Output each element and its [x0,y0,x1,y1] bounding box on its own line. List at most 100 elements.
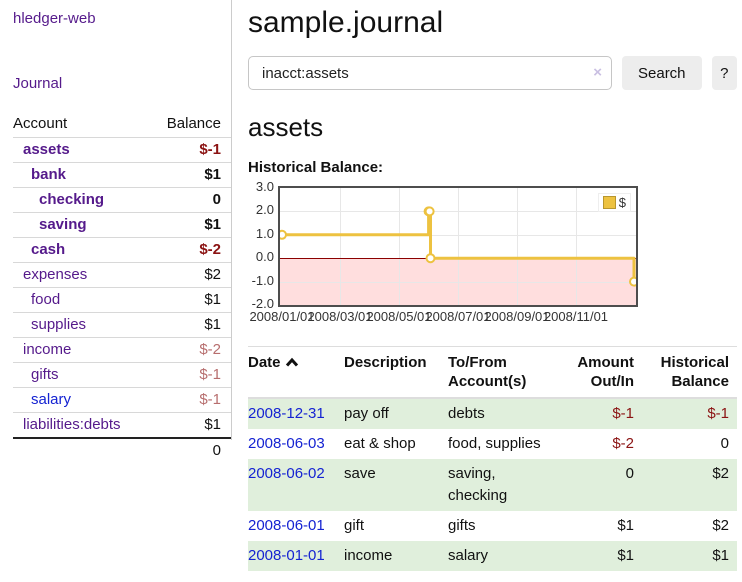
column-header-accounts: To/From Account(s) [448,346,566,399]
transaction-description: eat & shop [344,435,416,452]
accounts-tree-header: Account Balance [13,112,231,137]
transaction-description: save [344,465,376,482]
register-row: 2008-06-03 eat & shop food, supplies $-2… [248,429,737,459]
y-tick-label: 3.0 [255,179,274,194]
register-row: 2008-06-02 save saving, checking 0 $2 [248,459,737,511]
account-row-checking: checking 0 [13,187,231,212]
sort-ascending-icon [285,354,299,373]
x-tick-label: 2008/09/01 [484,309,550,324]
transaction-amount: $-2 [612,435,634,452]
account-balance: $2 [204,266,221,283]
gridline [576,188,577,305]
column-header-balance: Historical Balance [642,346,737,399]
account-link[interactable]: saving [39,216,87,233]
transaction-balance: 0 [720,435,729,452]
gridline [280,235,636,236]
column-header-amount: Amount Out/In [566,346,642,399]
transaction-date-link[interactable]: 2008-01-01 [248,547,325,564]
account-balance: $1 [204,316,221,333]
transaction-balance: $2 [712,465,729,482]
transaction-accounts: saving, checking [448,465,508,504]
account-link[interactable]: bank [31,166,67,183]
account-row-expenses: expenses $2 [13,262,231,287]
account-row-saving: saving $1 [13,212,231,237]
search-form: × Search ? [248,56,737,90]
account-balance: 0 [212,191,221,208]
account-balance: $-1 [199,391,221,408]
transaction-accounts: debts [448,405,485,422]
register-table: Date Description To/From Account(s) Amou… [248,346,737,571]
y-tick-label: -2.0 [251,296,274,311]
transaction-balance: $-1 [707,405,729,422]
transaction-description: pay off [344,405,389,422]
transaction-accounts: food, supplies [448,435,541,452]
account-link[interactable]: liabilities:debts [23,416,121,433]
account-link[interactable]: supplies [31,316,87,333]
y-tick-label: 1.0 [255,226,274,241]
x-tick-label: 2008/11/01 [543,309,609,324]
account-row-food: food $1 [13,287,231,312]
main-content: sample.journal × Search ? assets Histori… [248,0,737,571]
column-header-date-label: Date [248,354,281,371]
y-tick-label: -1.0 [251,273,274,288]
account-row-supplies: supplies $1 [13,312,231,337]
balance-line-series [280,206,636,287]
transaction-balance: $2 [712,517,729,534]
transaction-balance: $1 [712,547,729,564]
y-tick-label: 2.0 [255,202,274,217]
account-row-assets: assets $-1 [13,137,231,162]
account-balance: $-1 [199,141,221,158]
account-link[interactable]: assets [23,141,70,158]
account-row-cash: cash $-2 [13,237,231,262]
account-column-header: Account [13,115,68,132]
account-link[interactable]: cash [31,241,66,258]
account-link[interactable]: checking [39,191,105,208]
account-link[interactable]: food [31,291,61,308]
accounts-total-value: 0 [212,442,221,459]
column-header-description: Description [344,346,448,399]
column-header-date[interactable]: Date [248,346,344,399]
transaction-date-link[interactable]: 2008-06-02 [248,465,325,482]
gridline [458,188,459,305]
x-tick-label: 2008/07/01 [425,309,491,324]
account-balance: $-1 [199,366,221,383]
transaction-date-link[interactable]: 2008-06-01 [248,517,325,534]
legend-label: $ [618,195,626,210]
transaction-date-link[interactable]: 2008-06-03 [248,435,325,452]
account-row-income: income $-2 [13,337,231,362]
account-balance: $-2 [199,341,221,358]
legend-swatch-icon [602,196,616,209]
clear-search-icon[interactable]: × [593,64,602,81]
search-button[interactable]: Search [622,56,702,90]
transaction-date-link[interactable]: 2008-12-31 [248,405,325,422]
transaction-description: income [344,547,393,564]
transaction-amount: 0 [625,465,634,482]
gridline [517,188,518,305]
account-link[interactable]: gifts [31,366,59,383]
account-balance: $1 [204,166,221,183]
help-button[interactable]: ? [711,56,737,90]
chart-plot-area: $ [278,186,638,307]
account-link[interactable]: income [23,341,72,358]
historical-balance-chart: 3.0 2.0 1.0 0.0 -1.0 -2.0 $ 2008/01/01 2… [248,180,737,328]
account-balance: $1 [204,416,221,433]
transaction-description: gift [344,517,365,534]
chart-legend: $ [597,193,631,212]
sidebar-item-journal[interactable]: Journal [13,75,63,92]
account-link[interactable]: salary [31,391,72,408]
gridline [280,211,636,212]
page-title: sample.journal [248,6,444,39]
account-link[interactable]: expenses [23,266,88,283]
transaction-amount: $1 [617,547,634,564]
search-input[interactable] [248,56,612,90]
register-row: 2008-12-31 pay off debts $-1 $-1 [248,398,737,429]
account-heading: assets [248,112,324,142]
account-row-bank: bank $1 [13,162,231,187]
sidebar: hledger-web Journal Account Balance asse… [0,0,232,459]
accounts-tree: Account Balance assets $-1 bank $1 check… [13,112,231,463]
accounts-total-row: 0 [13,437,231,463]
app-title-link[interactable]: hledger-web [13,10,96,27]
account-balance: $-2 [199,241,221,258]
x-tick-label: 2008/03/01 [307,309,373,324]
account-row-liabilities-debts: liabilities:debts $1 [13,412,231,437]
